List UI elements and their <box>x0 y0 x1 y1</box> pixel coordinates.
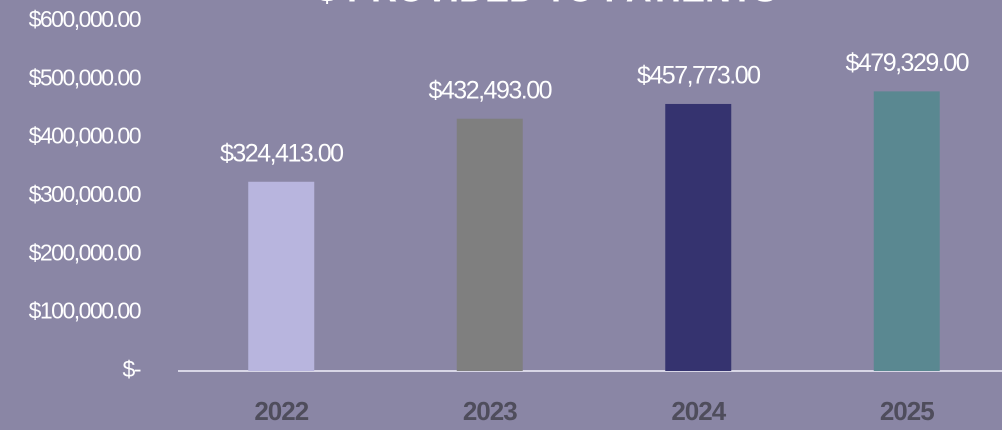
y-tick-label: $600,000.00 <box>29 6 141 32</box>
y-tick-label: $300,000.00 <box>29 181 141 207</box>
y-tick-label: $100,000.00 <box>29 298 141 324</box>
data-label: $457,773.00 <box>637 62 760 90</box>
x-tick-label: 2022 <box>254 396 308 426</box>
x-tick-label: 2023 <box>463 396 517 426</box>
chart-title: $ PROVIDED TO PATIENTS <box>317 0 777 10</box>
bar <box>456 118 523 371</box>
bar <box>248 181 315 371</box>
bar <box>665 103 732 371</box>
x-tick-label: 2025 <box>880 396 934 426</box>
y-tick-label: $- <box>123 356 141 382</box>
y-tick-label: $400,000.00 <box>29 123 141 149</box>
y-tick-label: $200,000.00 <box>29 239 141 265</box>
x-tick-label: 2024 <box>671 396 726 426</box>
bar <box>873 91 940 371</box>
data-label: $432,493.00 <box>428 76 551 104</box>
y-tick-label: $500,000.00 <box>29 64 141 90</box>
data-label: $479,329.00 <box>845 49 968 77</box>
data-label: $324,413.00 <box>220 139 343 167</box>
